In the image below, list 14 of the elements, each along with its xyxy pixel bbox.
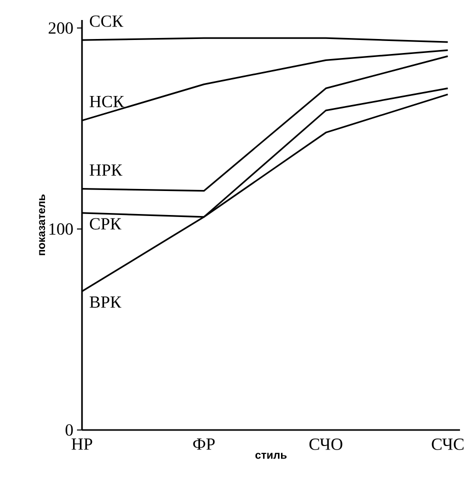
x-tick-label: СЧО	[309, 438, 342, 450]
series-label: СРК	[90, 218, 122, 230]
series-label: ССК	[90, 15, 124, 27]
y-tick-label: 100	[49, 223, 73, 235]
x-tick-label: СЧС	[432, 438, 464, 450]
x-tick-label: НР	[72, 438, 92, 450]
series-label: ВРК	[90, 296, 122, 308]
y-tick-label: 0	[66, 424, 73, 436]
y-axis-title: показатель	[39, 194, 46, 256]
x-tick-label: ФР	[193, 438, 215, 450]
series-label: НСК	[90, 96, 124, 108]
x-axis-title: стиль	[255, 452, 287, 459]
series-label: НРК	[90, 164, 122, 176]
y-tick-label: 200	[48, 22, 73, 34]
